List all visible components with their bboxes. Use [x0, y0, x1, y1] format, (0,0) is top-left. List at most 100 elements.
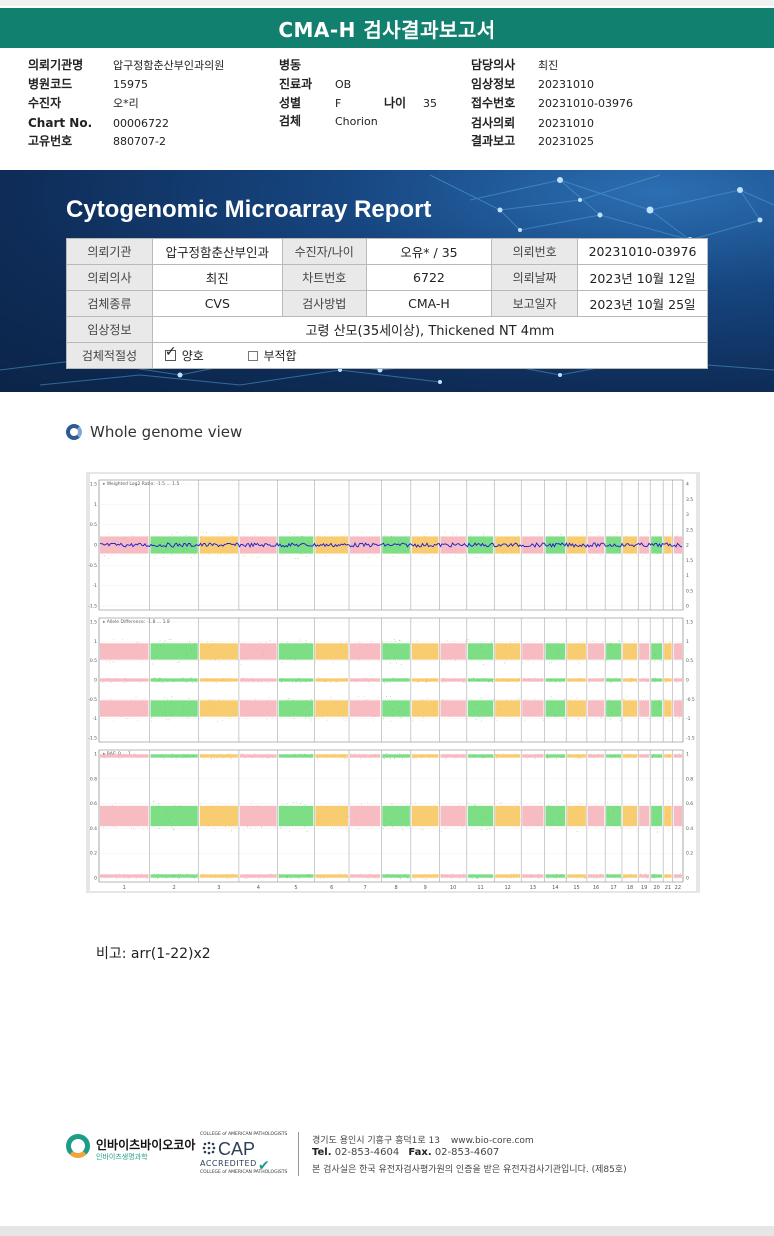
data-point — [577, 680, 579, 682]
data-point — [382, 642, 384, 643]
data-point — [465, 704, 466, 706]
data-point — [229, 535, 231, 537]
data-point — [397, 807, 399, 808]
data-point — [607, 876, 609, 878]
data-point — [195, 540, 197, 542]
data-point — [468, 644, 470, 646]
data-point — [602, 815, 604, 816]
data-band — [522, 754, 544, 758]
data-point — [478, 716, 480, 717]
data-point — [555, 679, 557, 680]
data-point — [286, 875, 288, 877]
data-point — [326, 542, 328, 544]
data-point — [643, 754, 645, 755]
data-point — [226, 755, 228, 756]
data-band — [567, 805, 586, 827]
data-point — [506, 699, 507, 701]
data-point — [266, 718, 268, 720]
data-point — [219, 754, 221, 755]
website-link[interactable]: www.bio-core.com — [450, 1136, 534, 1146]
data-point — [133, 754, 134, 756]
adequate-checkbox[interactable]: ✓ — [164, 345, 177, 361]
data-point — [503, 662, 505, 664]
fax-label: Fax. — [408, 1147, 432, 1158]
data-point — [636, 830, 638, 832]
data-point — [242, 713, 244, 715]
data-point — [204, 679, 206, 681]
data-point — [134, 654, 136, 656]
data-point — [287, 876, 288, 878]
data-point — [669, 547, 670, 549]
data-point — [425, 811, 426, 813]
data-point — [244, 757, 245, 759]
data-point — [676, 875, 678, 877]
data-band — [239, 678, 277, 682]
data-band — [545, 754, 566, 758]
data-point — [259, 555, 261, 557]
chromosome-label: 11 — [477, 885, 483, 891]
data-point — [567, 557, 568, 559]
data-point — [347, 830, 349, 832]
data-point — [193, 643, 195, 645]
address-line: 경기도 용인시 기흥구 흥덕1로 13 www.bio-core.com — [312, 1133, 534, 1146]
data-point — [186, 680, 188, 682]
data-point — [611, 701, 613, 703]
data-point — [102, 874, 104, 876]
data-point — [568, 680, 569, 681]
data-point — [441, 874, 442, 876]
data-point — [253, 813, 254, 814]
data-point — [206, 678, 207, 679]
data-point — [135, 755, 137, 757]
data-point — [126, 540, 128, 542]
data-band — [467, 754, 494, 758]
data-point — [183, 753, 185, 755]
data-band — [100, 805, 149, 827]
label-unique-no: 고유번호 — [28, 134, 73, 148]
data-point — [118, 658, 120, 660]
data-band — [150, 874, 198, 878]
data-point — [660, 551, 661, 553]
data-point — [669, 874, 670, 876]
data-point — [563, 813, 564, 814]
axis-tick-label: 0.2 — [686, 851, 693, 857]
data-point — [244, 555, 246, 557]
data-point — [276, 873, 277, 875]
value-institution: 압구정함춘산부인과의원 — [113, 59, 225, 72]
data-point — [427, 698, 428, 700]
data-band — [567, 700, 586, 717]
data-point — [601, 717, 602, 718]
data-point — [476, 719, 477, 720]
data-point — [181, 645, 182, 647]
data-point — [669, 642, 671, 644]
data-band — [664, 643, 672, 660]
data-point — [453, 643, 455, 644]
data-point — [127, 877, 129, 879]
data-point — [177, 662, 179, 663]
data-point — [123, 754, 124, 755]
banner-title: Cytogenomic Microarray Report — [66, 196, 432, 223]
data-band — [587, 874, 605, 878]
data-point — [577, 718, 579, 720]
data-band — [150, 805, 198, 827]
data-band — [350, 643, 381, 660]
data-point — [234, 874, 235, 876]
data-point — [551, 680, 552, 682]
inadequate-checkbox[interactable] — [247, 351, 258, 361]
data-point — [524, 679, 525, 681]
data-point — [404, 550, 405, 552]
table-row: 의뢰기관 압구정함춘산부인과 수진자/나이 오유* / 35 의뢰번호 2023… — [66, 238, 708, 265]
data-point — [109, 681, 111, 683]
data-point — [433, 548, 435, 549]
data-point — [309, 542, 311, 544]
data-point — [242, 677, 243, 679]
data-point — [629, 811, 631, 812]
data-point — [491, 702, 492, 704]
data-point — [226, 681, 228, 683]
table-header-cell: 의뢰의사 — [66, 264, 153, 291]
data-point — [457, 808, 458, 810]
data-point — [482, 817, 484, 818]
data-point — [503, 680, 504, 681]
data-point — [301, 801, 303, 802]
company-sub: 인바이츠생명과학 — [96, 1153, 148, 1161]
data-point — [202, 873, 204, 875]
